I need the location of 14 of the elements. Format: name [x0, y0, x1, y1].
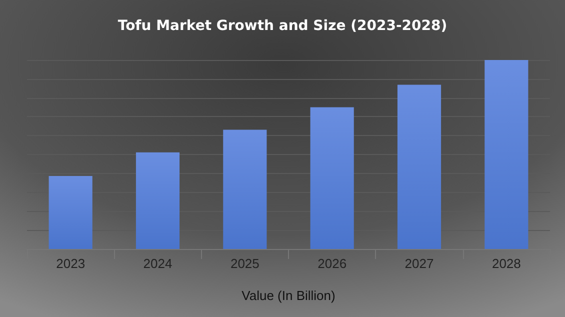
bar: [484, 60, 528, 249]
x-tick-label: 2026: [318, 256, 347, 271]
x-axis-title: Value (In Billion): [242, 288, 336, 303]
chart-title: Tofu Market Growth and Size (2023-2028): [118, 18, 448, 34]
x-tick-label: 2027: [404, 256, 434, 271]
bar: [48, 176, 92, 249]
x-tick-label: 2025: [230, 256, 260, 271]
bar: [223, 130, 267, 249]
x-tick-label: 2023: [56, 256, 86, 271]
bar: [397, 84, 442, 249]
bar: [310, 107, 354, 249]
x-tick-label: 2028: [492, 256, 521, 271]
x-tick-label: 2024: [143, 256, 172, 271]
bar: [136, 152, 180, 249]
